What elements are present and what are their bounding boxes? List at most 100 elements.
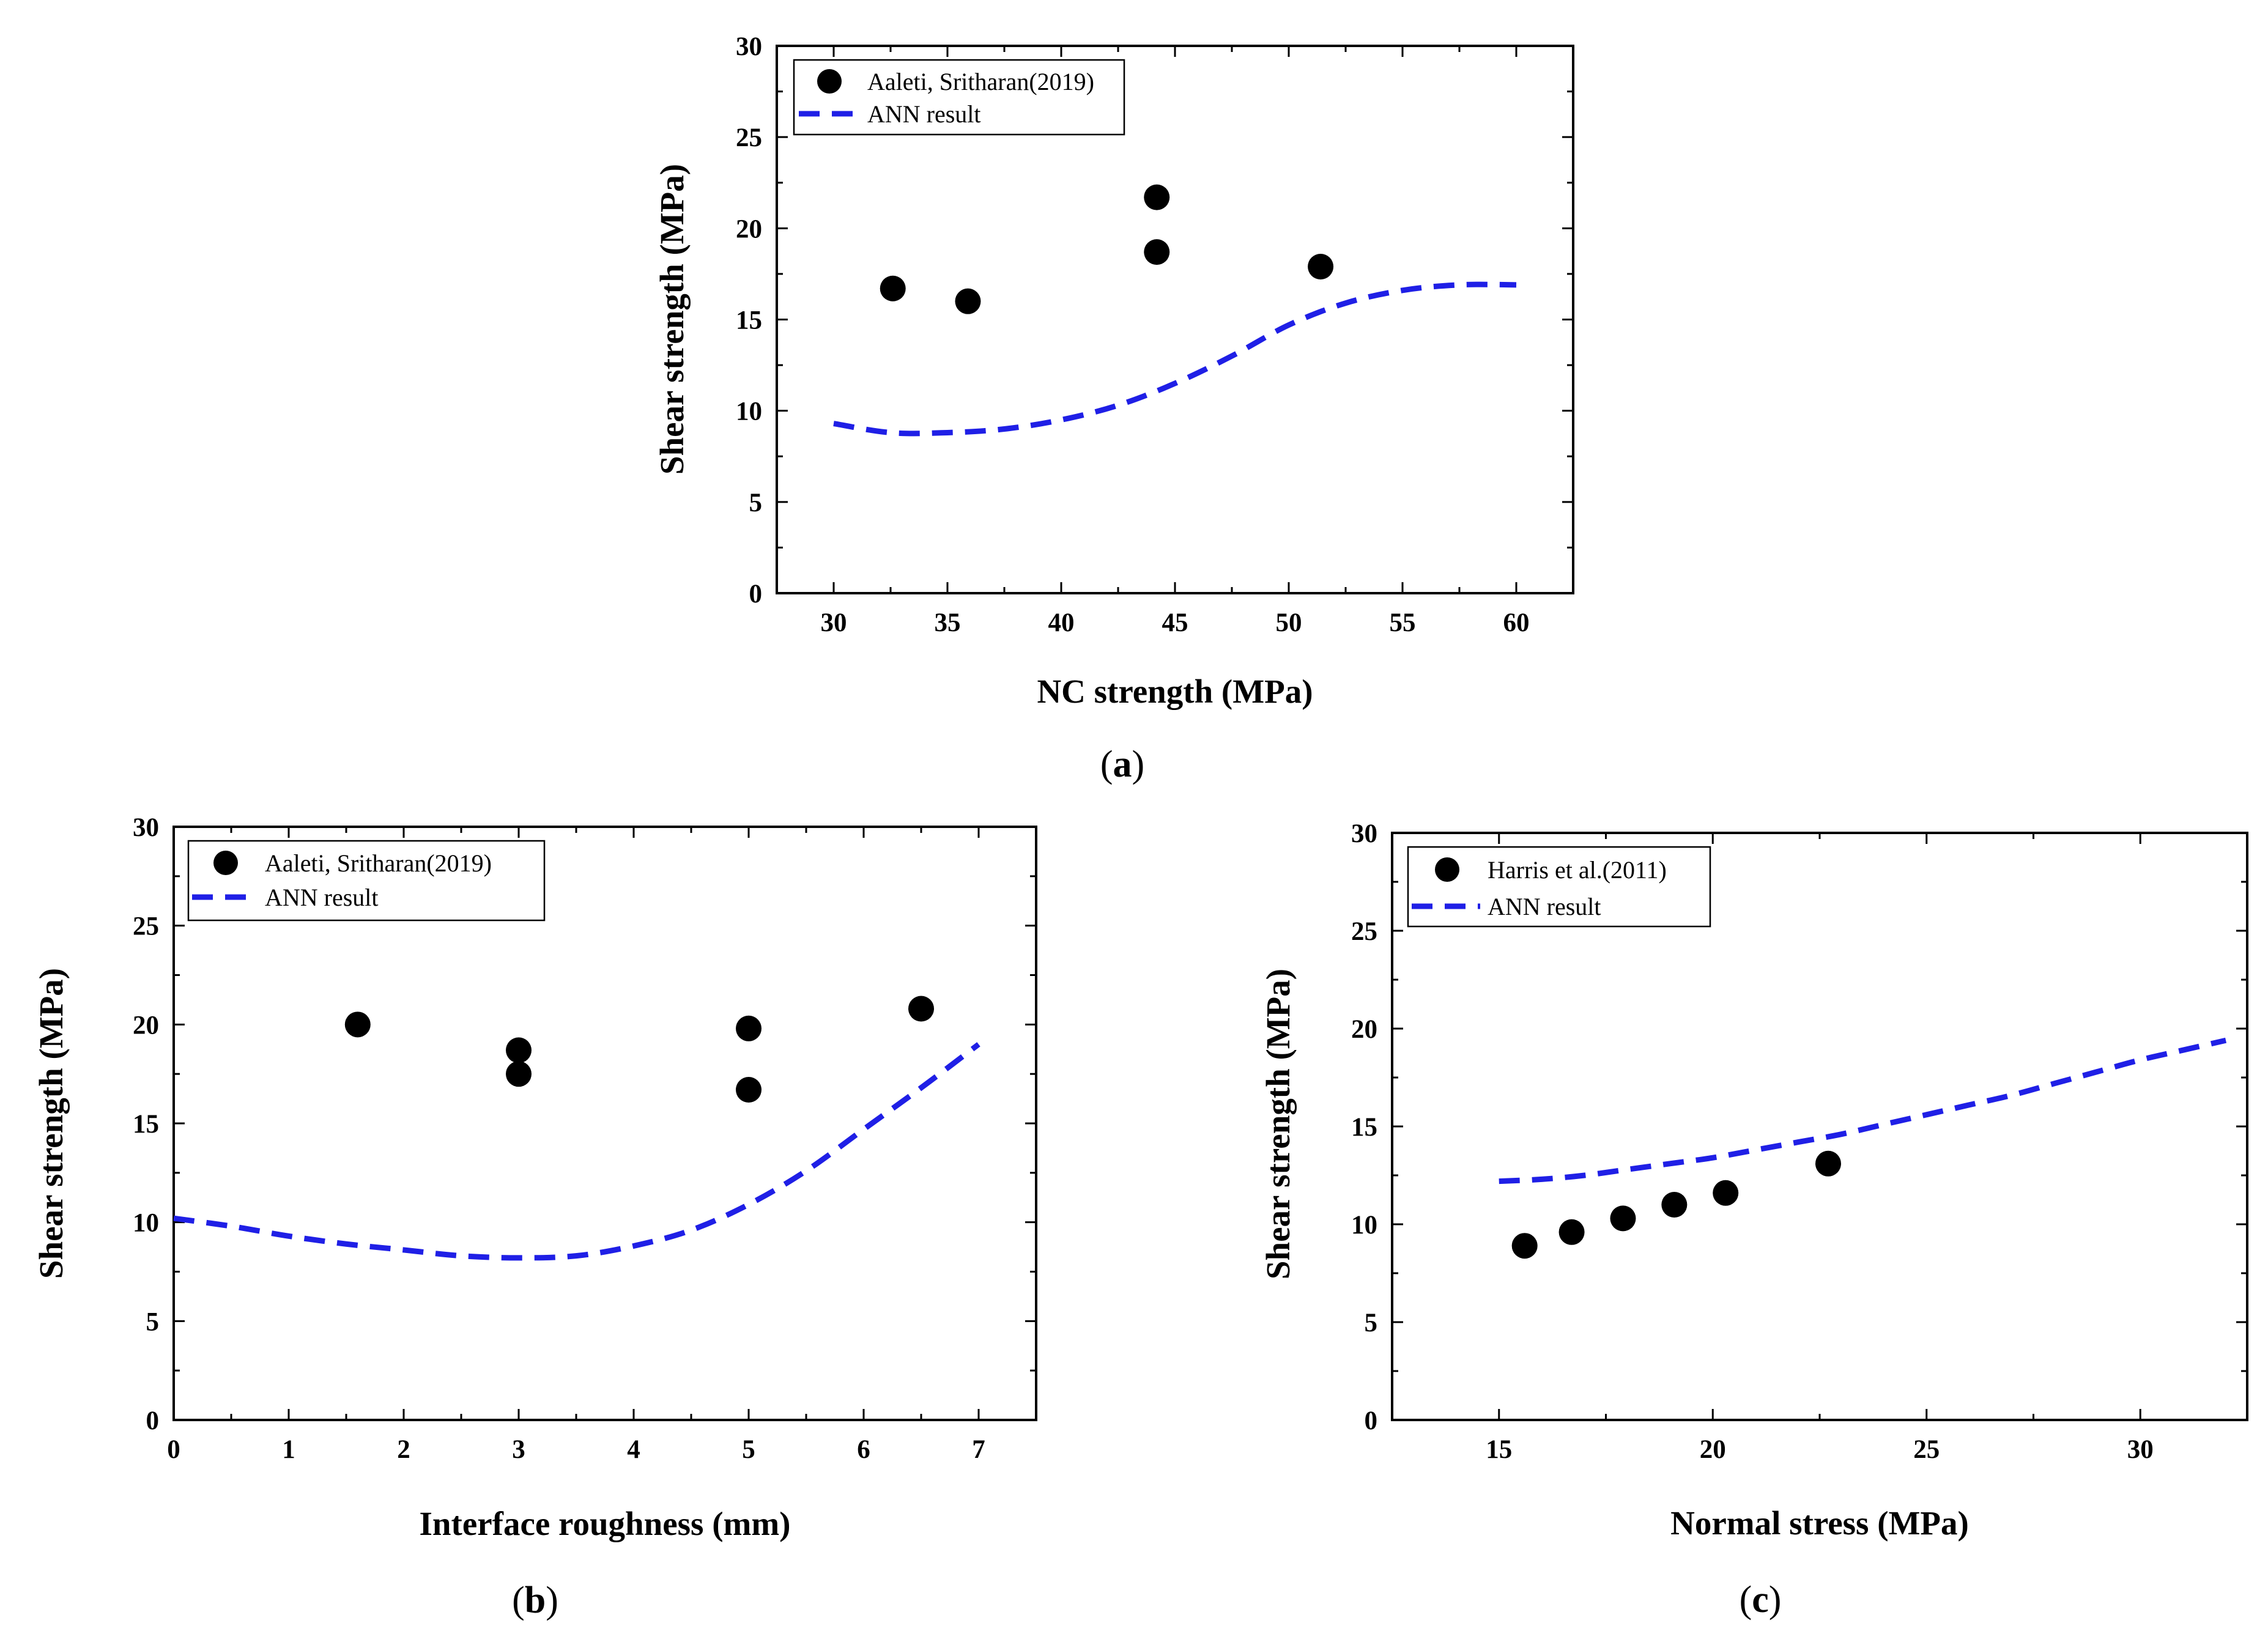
y-tick-label: 30 bbox=[133, 813, 159, 842]
y-tick-label: 20 bbox=[736, 215, 762, 243]
y-tick-label: 5 bbox=[1365, 1309, 1378, 1337]
tick-labels-c: 15 20 25 30 0 5 10 15 20 25 30 bbox=[1351, 819, 2154, 1464]
y-tick-label: 5 bbox=[749, 489, 763, 517]
x-tick-label: 30 bbox=[2127, 1435, 2154, 1464]
y-tick-label: 30 bbox=[1351, 819, 1377, 848]
panel-c: 15 20 25 30 0 5 10 15 20 25 30 Harris et al.(2011)… bbox=[1259, 819, 2248, 1621]
x-tick-label: 0 bbox=[167, 1435, 180, 1464]
y-tick-label: 10 bbox=[1351, 1211, 1377, 1240]
tick-labels-a: 30 35 40 45 50 55 60 0 5 10 15 20 25 30 bbox=[736, 32, 1530, 637]
x-tick-label: 60 bbox=[1503, 608, 1530, 637]
data-point bbox=[1308, 253, 1334, 279]
caption-c: (c) bbox=[1740, 1579, 1782, 1621]
legend-label-line-b: ANN result bbox=[265, 884, 379, 911]
data-point bbox=[1661, 1192, 1688, 1218]
x-tick-label: 30 bbox=[821, 608, 847, 637]
x-tick-label: 1 bbox=[282, 1435, 295, 1464]
ann-result-curve bbox=[1499, 1037, 2227, 1185]
x-tick-label: 20 bbox=[1700, 1435, 1726, 1464]
y-tick-label: 15 bbox=[736, 306, 762, 335]
data-point bbox=[1144, 239, 1170, 265]
data-point bbox=[736, 1015, 762, 1041]
data-point bbox=[1815, 1150, 1841, 1177]
y-tick-label: 25 bbox=[1351, 917, 1377, 946]
data-point bbox=[1610, 1205, 1636, 1232]
data-point bbox=[1511, 1233, 1538, 1259]
panel-a: 30 35 40 45 50 55 60 0 5 10 15 20 25 30 Aaleti, Srith… bbox=[653, 32, 1574, 785]
axis-ticks-a bbox=[776, 45, 1574, 594]
legend-a: Aaleti, Sritharan(2019) ANN result bbox=[793, 59, 1125, 136]
legend-label-scatter-b: Aaleti, Sritharan(2019) bbox=[265, 849, 492, 877]
data-point bbox=[736, 1077, 762, 1103]
caption-a: (a) bbox=[1100, 744, 1144, 785]
x-tick-label: 3 bbox=[512, 1435, 525, 1464]
y-tick-label: 10 bbox=[736, 397, 762, 426]
ann-result-curve bbox=[173, 1042, 980, 1261]
legend-c: Harris et al.(2011) ANN result bbox=[1407, 846, 1711, 928]
y-tick-label: 0 bbox=[1365, 1407, 1378, 1435]
x-tick-label: 6 bbox=[857, 1435, 870, 1464]
y-axis-title-b: Shear strength (MPa) bbox=[32, 968, 70, 1279]
legend-box-a bbox=[793, 59, 1125, 136]
x-axis-title-c: Normal stress (MPa) bbox=[1670, 1504, 1969, 1542]
legend-b: Aaleti, Sritharan(2019) ANN result bbox=[187, 840, 546, 922]
data-point bbox=[880, 275, 906, 301]
legend-box-c bbox=[1407, 846, 1711, 928]
y-axis-title-a: Shear strength (MPa) bbox=[653, 164, 691, 475]
data-point bbox=[506, 1037, 532, 1063]
x-tick-label: 25 bbox=[1913, 1435, 1940, 1464]
x-tick-label: 5 bbox=[742, 1435, 755, 1464]
data-point bbox=[955, 288, 981, 314]
ann-result-line-a bbox=[833, 281, 1517, 437]
y-tick-label: 30 bbox=[736, 32, 762, 61]
data-point bbox=[908, 996, 934, 1022]
data-points-b bbox=[344, 996, 934, 1103]
data-point bbox=[1558, 1219, 1585, 1245]
legend-marker-c bbox=[1435, 857, 1459, 882]
x-tick-label: 2 bbox=[397, 1435, 410, 1464]
legend-box-b bbox=[187, 840, 546, 922]
y-tick-label: 0 bbox=[146, 1407, 160, 1435]
data-point bbox=[1713, 1180, 1739, 1206]
tick-labels-b: 0 1 2 3 4 5 6 7 0 5 10 15 20 25 30 bbox=[133, 813, 985, 1464]
legend-marker-a bbox=[817, 69, 842, 94]
x-tick-label: 4 bbox=[627, 1435, 640, 1464]
data-points-c bbox=[1511, 1150, 1841, 1259]
panel-b: 0 1 2 3 4 5 6 7 0 5 10 15 20 25 30 Aaleti, Sritharan(2… bbox=[32, 813, 1037, 1621]
x-axis-title-a: NC strength (MPa) bbox=[1037, 673, 1313, 710]
axis-ticks-c bbox=[1391, 832, 2248, 1421]
caption-b: (b) bbox=[512, 1580, 558, 1621]
legend-marker-b bbox=[213, 851, 238, 875]
y-tick-label: 20 bbox=[133, 1011, 159, 1040]
legend-label-line-a: ANN result bbox=[867, 100, 981, 128]
x-tick-label: 50 bbox=[1276, 608, 1302, 637]
data-point bbox=[1144, 184, 1170, 210]
legend-label-scatter-c: Harris et al.(2011) bbox=[1488, 856, 1667, 884]
data-points-a bbox=[880, 184, 1334, 314]
axis-ticks-b bbox=[172, 826, 1037, 1421]
y-tick-label: 15 bbox=[1351, 1113, 1377, 1142]
x-tick-label: 55 bbox=[1390, 608, 1416, 637]
ann-result-curve bbox=[833, 281, 1517, 437]
y-tick-label: 5 bbox=[146, 1307, 160, 1336]
data-point bbox=[506, 1061, 532, 1087]
ann-result-line-b bbox=[173, 1042, 980, 1261]
y-tick-label: 0 bbox=[749, 580, 763, 608]
x-tick-label: 45 bbox=[1162, 608, 1188, 637]
x-tick-label: 15 bbox=[1486, 1435, 1512, 1464]
y-tick-label: 25 bbox=[133, 912, 159, 941]
y-tick-label: 15 bbox=[133, 1110, 159, 1139]
data-point bbox=[344, 1011, 371, 1038]
legend-label-line-c: ANN result bbox=[1488, 893, 1601, 920]
legend-label-scatter-a: Aaleti, Sritharan(2019) bbox=[867, 68, 1094, 95]
y-tick-label: 10 bbox=[133, 1209, 159, 1238]
x-axis-title-b: Interface roughness (mm) bbox=[420, 1505, 791, 1542]
y-axis-title-c: Shear strength (MPa) bbox=[1259, 969, 1297, 1279]
x-tick-label: 40 bbox=[1048, 608, 1075, 637]
y-tick-label: 20 bbox=[1351, 1015, 1377, 1044]
ann-result-line-c bbox=[1499, 1037, 2227, 1185]
y-tick-label: 25 bbox=[736, 124, 762, 152]
x-tick-label: 35 bbox=[935, 608, 961, 637]
x-tick-label: 7 bbox=[972, 1435, 985, 1464]
